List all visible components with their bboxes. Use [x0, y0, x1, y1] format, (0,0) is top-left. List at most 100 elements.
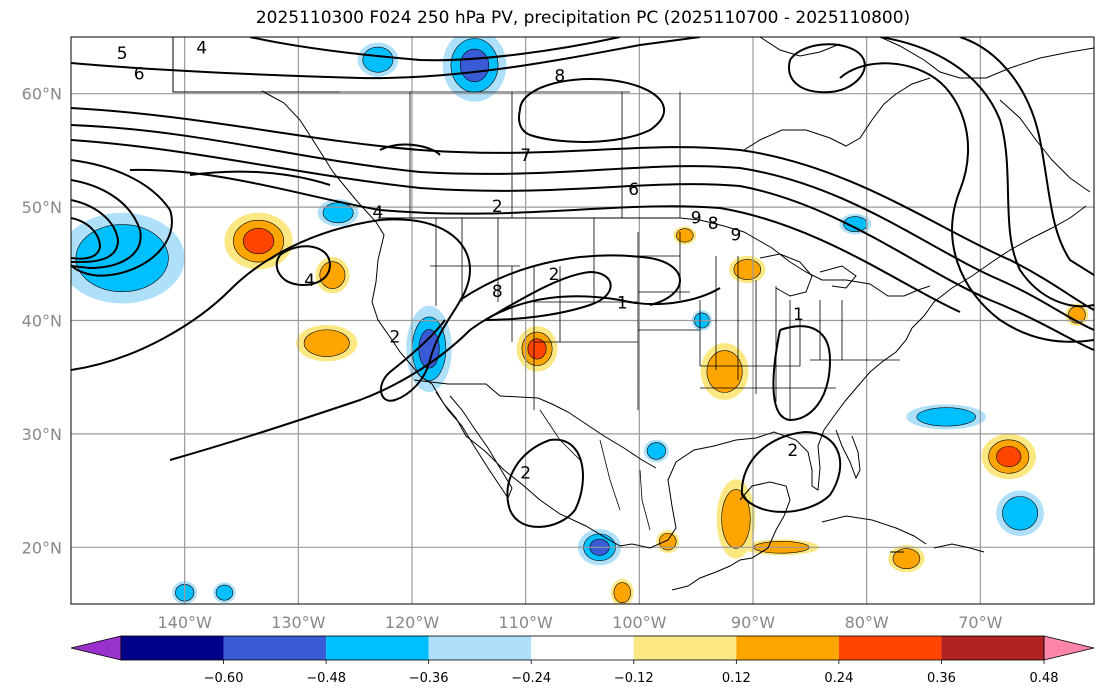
- longitude-label: 120°W: [385, 613, 440, 632]
- latitude-labels: 20°N 30°N 40°N 50°N 60°N: [22, 85, 62, 558]
- colorbar-tick-label: −0.24: [511, 671, 551, 686]
- colorbar-swatch: [531, 636, 634, 660]
- colorbar-extend-high: [1043, 635, 1095, 661]
- precip-area: [839, 213, 872, 235]
- precip-level-blue: [362, 46, 394, 73]
- colorbar-tick-label: −0.60: [204, 671, 244, 686]
- pv-contour-line: [379, 143, 441, 156]
- pv-contour-line: [879, 37, 1094, 308]
- precip-area: [213, 582, 236, 603]
- precip-level-blue: [1002, 496, 1039, 531]
- precip-level-red-orange: [527, 338, 547, 360]
- pv-contour-label: 8: [492, 282, 503, 302]
- pv-contour-label: 6: [134, 64, 145, 84]
- pv-contour-label: 4: [304, 271, 315, 291]
- precip-area: [315, 256, 350, 294]
- pv-contour-label: 6: [628, 180, 639, 200]
- coastline-cuba: [821, 515, 927, 545]
- colorbar-swatch: [428, 636, 532, 660]
- pv-contour-label: 9: [691, 208, 702, 228]
- coastline-arctic-2: [759, 37, 841, 57]
- precip-area: [673, 226, 697, 245]
- coastline-west: [261, 90, 633, 547]
- precip-area: [700, 343, 749, 400]
- longitude-label: 140°W: [157, 613, 212, 632]
- pv-contour-label: 1: [617, 293, 628, 313]
- colorbar-tick-label: −0.48: [306, 671, 346, 686]
- longitude-label: 90°W: [731, 613, 775, 632]
- pv-contour-label: 2: [520, 464, 531, 484]
- coastline-lakes: [759, 253, 857, 297]
- coastline-arctic: [879, 37, 1094, 79]
- colorbar-tick-label: 0.12: [722, 671, 751, 686]
- colorbar-tick-label: −0.12: [614, 671, 654, 686]
- us-state-lines: [430, 218, 900, 420]
- precip-level-orange: [303, 329, 350, 357]
- precip-level-blue: [322, 202, 354, 224]
- precip-level-orange: [613, 582, 631, 604]
- precip-area: [906, 404, 987, 430]
- pv-contour-line: [959, 37, 1094, 276]
- border-provinces: [340, 91, 681, 218]
- precip-area: [296, 325, 358, 362]
- pv-contour-label: 7: [520, 146, 531, 166]
- pv-contour-line: [71, 107, 1094, 311]
- border-us-canada: [378, 217, 931, 297]
- precip-area: [442, 37, 507, 102]
- precip-level-red-orange: [242, 228, 275, 255]
- pv-contour-label: 2: [492, 197, 503, 217]
- colorbar-tick-label: 0.24: [824, 671, 853, 686]
- precip-area: [729, 255, 766, 284]
- pv-contour-label: 2: [549, 265, 560, 285]
- precip-level-orange: [892, 548, 921, 570]
- precip-area: [357, 42, 399, 77]
- pv-contour-line: [518, 78, 665, 143]
- colorbar-extend-low: [70, 635, 122, 661]
- latitude-label: 20°N: [22, 538, 62, 557]
- pv-contour-line: [249, 37, 621, 62]
- precip-area: [224, 212, 293, 270]
- longitude-label: 80°W: [845, 613, 889, 632]
- pv-contour-line: [71, 139, 1094, 351]
- precip-area: [610, 579, 634, 604]
- colorbar-frame: [120, 635, 1045, 661]
- precip-level-blue: [646, 442, 666, 460]
- precip-level-orange: [319, 261, 346, 289]
- gridlines: [71, 37, 1094, 604]
- pv-contour-label: 2: [390, 328, 401, 348]
- pv-contour-label: 9: [731, 225, 742, 245]
- pv-contour-line: [839, 62, 1094, 343]
- pv-contour-line: [71, 37, 701, 80]
- colorbar-swatch: [326, 636, 429, 660]
- precip-level-mid-blue: [459, 48, 490, 82]
- coastline-hispaniola: [933, 543, 985, 553]
- precip-area: [643, 439, 669, 463]
- precip-area: [996, 490, 1044, 536]
- pv-contour-line: [169, 287, 721, 461]
- latitude-label: 50°N: [22, 198, 62, 217]
- border-alaska: [172, 37, 340, 93]
- coastline-hudson: [743, 77, 931, 151]
- colorbar-tick-label: −0.36: [409, 671, 449, 686]
- pv-contour-label: 2: [787, 441, 798, 461]
- coastline-yucatan: [671, 481, 791, 591]
- precip-level-blue: [215, 584, 234, 601]
- colorbar-swatch: [838, 636, 942, 660]
- colorbar-swatch: [736, 636, 839, 660]
- coastline-northeast: [911, 205, 1087, 329]
- longitude-label: 130°W: [271, 613, 326, 632]
- pv-contour-line: [772, 325, 832, 422]
- pv-contour-label: 4: [196, 38, 207, 58]
- pv-contour-line: [71, 217, 102, 260]
- colorbar-tick-label: 0.48: [1030, 671, 1059, 686]
- map-title: 2025110300 F024 250 hPa PV, precipitatio…: [255, 8, 911, 28]
- precip-level-blue: [916, 407, 976, 427]
- precip-area: [888, 545, 925, 573]
- pv-contour-line: [71, 159, 173, 277]
- pv-contour-line: [129, 168, 961, 313]
- precip-level-orange: [733, 259, 762, 280]
- coastline-florida: [835, 429, 861, 480]
- pv-contours: [71, 37, 1094, 528]
- precip-area: [406, 305, 452, 392]
